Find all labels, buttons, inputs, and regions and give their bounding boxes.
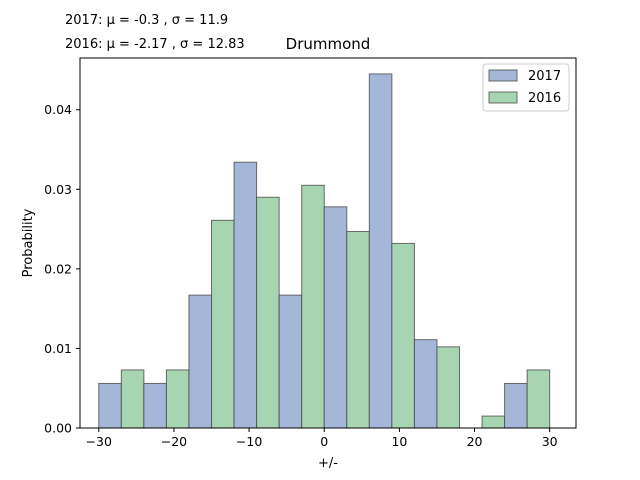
bar-2016-bin-7 — [436, 346, 461, 429]
stats-line-2017: 2017: μ = -0.3 , σ = 11.9 — [65, 13, 228, 28]
y-tick-label: 0.01 — [44, 341, 72, 356]
bar-2016-bin-0 — [120, 369, 145, 429]
bars-group — [98, 73, 551, 429]
x-tick-label: 20 — [467, 434, 483, 449]
x-axis-ticks: −30 −20 −10 0 10 20 30 — [86, 428, 558, 449]
legend-swatch-2017 — [488, 69, 518, 82]
legend-label-2016: 2016 — [528, 91, 561, 106]
bar-2016-bin-6 — [391, 242, 415, 429]
x-tick-label: 0 — [320, 434, 328, 449]
y-tick-label: 0.04 — [44, 102, 72, 117]
bar-2017-bin-7 — [413, 339, 438, 429]
bar-2016-bin-3 — [256, 196, 280, 429]
y-tick-label: 0.03 — [44, 182, 72, 197]
x-tick-label: 10 — [391, 434, 407, 449]
y-tick-label: 0.02 — [44, 261, 72, 276]
legend-swatch-2016 — [488, 91, 518, 104]
bar-2017-bin-3 — [233, 161, 258, 429]
bar-2017-bin-1 — [143, 382, 167, 429]
bar-2016-bin-9 — [526, 369, 551, 429]
x-tick-label: −30 — [86, 434, 112, 449]
bar-2016-bin-4 — [301, 184, 325, 429]
x-axis-label: +/- — [318, 456, 338, 471]
bar-2017-bin-5 — [323, 206, 348, 429]
bar-2016-bin-5 — [346, 230, 370, 429]
bar-2017-bin-4 — [278, 294, 303, 429]
bar-2016-bin-2 — [211, 219, 235, 429]
bar-2017-bin-2 — [188, 294, 213, 429]
y-tick-label: 0.00 — [44, 421, 72, 436]
y-axis-ticks: 0.00 0.01 0.02 0.03 0.04 — [44, 102, 80, 436]
axes-frame — [79, 57, 577, 429]
bar-2017-bin-0 — [98, 382, 122, 429]
bar-2016-bin-1 — [165, 369, 190, 429]
bar-2017-bin-6 — [368, 73, 393, 429]
x-tick-label: 30 — [542, 434, 558, 449]
legend-label-2017: 2017 — [528, 69, 561, 84]
x-tick-label: −10 — [236, 434, 262, 449]
bar-2017-bin-9 — [504, 382, 528, 429]
bar-2016-bin-8 — [481, 415, 506, 429]
x-tick-label: −20 — [161, 434, 187, 449]
chart-title: Drummond — [286, 35, 371, 53]
y-axis-label: Probability — [21, 208, 36, 277]
legend: 2017 2016 — [482, 63, 570, 112]
stats-line-2016: 2016: μ = -2.17 , σ = 12.83 — [65, 37, 245, 52]
